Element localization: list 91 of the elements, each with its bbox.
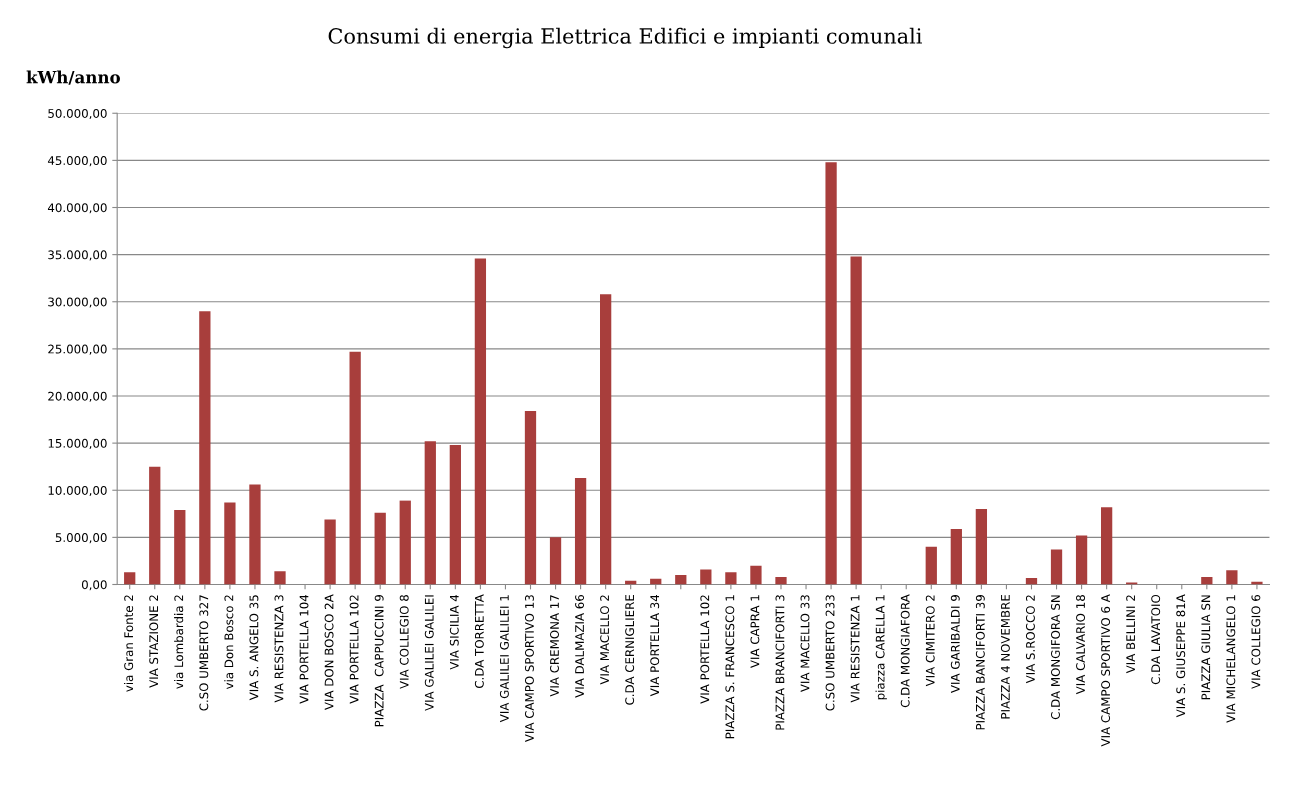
x-tick-label: VIA PORTELLA 34 bbox=[650, 594, 660, 697]
x-tick-label: VIA DON BOSCO 2A bbox=[324, 594, 334, 711]
x-tick-label: VIA PORTELLA 102 bbox=[700, 595, 710, 704]
bar bbox=[124, 572, 136, 585]
bar bbox=[725, 572, 737, 585]
bar bbox=[975, 509, 988, 585]
x-tick-label: VIA CALVARIO 18 bbox=[1076, 595, 1086, 695]
x-tick-label: piazza CARELLA 1 bbox=[875, 595, 887, 700]
bar bbox=[700, 569, 712, 585]
bar bbox=[524, 411, 537, 585]
bar bbox=[825, 162, 837, 585]
bar bbox=[925, 546, 937, 585]
bar bbox=[775, 576, 787, 585]
x-tick-label: C.DA MONGIAFORA bbox=[900, 594, 910, 708]
bar bbox=[1201, 576, 1213, 585]
x-tick-label: VIA CIMITERO 2 bbox=[925, 595, 935, 687]
x-tick-label: via Gran Fonte 2 bbox=[123, 595, 134, 692]
bar bbox=[1050, 549, 1063, 585]
x-tick-label: VIA CAMPO SPORTIVO 13 bbox=[524, 595, 534, 743]
chart-title: Consumi di energia Elettrica Edifici e impianti comunali bbox=[328, 27, 922, 49]
bar bbox=[1100, 507, 1113, 585]
bar bbox=[1075, 535, 1088, 585]
bar bbox=[549, 537, 562, 585]
bar bbox=[1226, 570, 1238, 585]
x-tick-label: C.SO UMBERTO 233 bbox=[825, 595, 835, 711]
y-tick-label: 40.000,00 bbox=[47, 203, 107, 214]
bar bbox=[950, 528, 962, 585]
bar bbox=[149, 466, 161, 585]
x-tick-label: C.DA TORRETTA bbox=[474, 594, 484, 689]
x-tick-label: VIA S.ROCCO 2 bbox=[1025, 595, 1035, 684]
x-tick-label: C.SO UMBERTO 327 bbox=[199, 595, 209, 711]
x-tick-label: VIA PORTELLA 104 bbox=[299, 594, 309, 704]
bar bbox=[750, 565, 762, 585]
x-tick-label: VIA S. GIUSEPPE 81A bbox=[1176, 594, 1186, 718]
bar bbox=[274, 571, 286, 585]
x-tick-label: VIA SICILIA 4 bbox=[449, 594, 459, 670]
x-tick-label: VIA BELLINI 2 bbox=[1126, 595, 1135, 674]
bar bbox=[474, 258, 487, 585]
bar bbox=[449, 445, 461, 585]
x-tick-label: C.DA LAVATOIO bbox=[1151, 594, 1161, 685]
x-tick-label: via Don Bosco 2 bbox=[224, 595, 234, 690]
bar bbox=[174, 510, 186, 585]
y-axis-title: kWh/anno bbox=[26, 70, 120, 85]
x-tick-label: VIA GARIBALDI 9 bbox=[950, 595, 960, 694]
bar bbox=[675, 575, 687, 585]
bar bbox=[399, 500, 411, 585]
bar bbox=[600, 294, 612, 585]
x-tick-label: PIAZZA BANCIFORTI 39 bbox=[975, 595, 985, 730]
bar bbox=[324, 519, 336, 585]
x-tick-label: VIA PORTELLA 102 bbox=[349, 595, 359, 704]
y-tick-label: 25.000,00 bbox=[48, 344, 107, 355]
x-tick-label: VIA COLLEGIO 6 bbox=[1251, 594, 1261, 689]
x-tick-label: VIA RESISTENZA 3 bbox=[274, 595, 284, 703]
x-tick-label: VIA MACELLO 2 bbox=[600, 595, 610, 685]
x-tick-label: PIAZZA S. FRANCESCO 1 bbox=[725, 595, 735, 739]
x-tick-label: C.DA MONGIFORA SN bbox=[1051, 595, 1060, 720]
bar bbox=[850, 256, 862, 585]
y-tick-label: 5.000,00 bbox=[55, 533, 107, 544]
y-tick-label: 15.000,00 bbox=[48, 438, 107, 449]
y-tick-label: 45.000,00 bbox=[47, 156, 107, 167]
x-tick-label: PIAZZA CAPPUCCINI 9 bbox=[374, 595, 384, 727]
x-tick-label: PIAZZA BRANCIFORTI 3 bbox=[775, 595, 785, 730]
bar bbox=[199, 311, 211, 585]
y-tick-label: 30.000,00 bbox=[48, 297, 107, 308]
y-tick-label: 50.000,00 bbox=[48, 108, 107, 120]
x-tick-label: via Lombardia 2 bbox=[174, 595, 184, 689]
x-tick-label: VIA GALILEI GALILEI 1 bbox=[499, 595, 509, 723]
y-tick-label: 35.000,00 bbox=[48, 250, 107, 261]
x-tick-label: VIA CREMONA 17 bbox=[550, 595, 559, 697]
x-tick-label: VIA DALMAZIA 66 bbox=[575, 594, 585, 698]
x-tick-label: VIA STAZIONE 2 bbox=[149, 595, 159, 688]
bar bbox=[224, 502, 236, 585]
x-tick-label: PIAZZA 4 NOVEMBRE bbox=[1000, 594, 1010, 719]
x-tick-label: VIA RESISTENZA 1 bbox=[850, 595, 860, 703]
x-tick-label: VIA CAPRA 1 bbox=[750, 595, 760, 669]
bar bbox=[424, 441, 436, 585]
x-tick-label: VIA MACELLO 33 bbox=[800, 595, 810, 693]
y-tick-label: 0,00 bbox=[81, 580, 107, 591]
x-tick-label: VIA GALILEI GALILEI bbox=[424, 595, 434, 711]
bar bbox=[349, 351, 361, 585]
y-tick-label: 10.000,00 bbox=[48, 485, 107, 497]
x-tick-label: PIAZZA GIULIA SN bbox=[1201, 595, 1211, 700]
bar bbox=[574, 478, 587, 585]
x-tick-label: VIA COLLEGIO 8 bbox=[399, 595, 409, 689]
bar bbox=[249, 484, 261, 585]
x-tick-label: C.DA CERNIGLIERE bbox=[625, 594, 635, 705]
x-tick-label: VIA S. ANGELO 35 bbox=[249, 595, 259, 701]
bar bbox=[374, 512, 386, 585]
x-tick-label: VIA MICHELANGELO 1 bbox=[1226, 595, 1236, 723]
x-tick-label: VIA CAMPO SPORTIVO 6 A bbox=[1101, 594, 1111, 747]
y-tick-label: 20.000,00 bbox=[48, 391, 107, 402]
